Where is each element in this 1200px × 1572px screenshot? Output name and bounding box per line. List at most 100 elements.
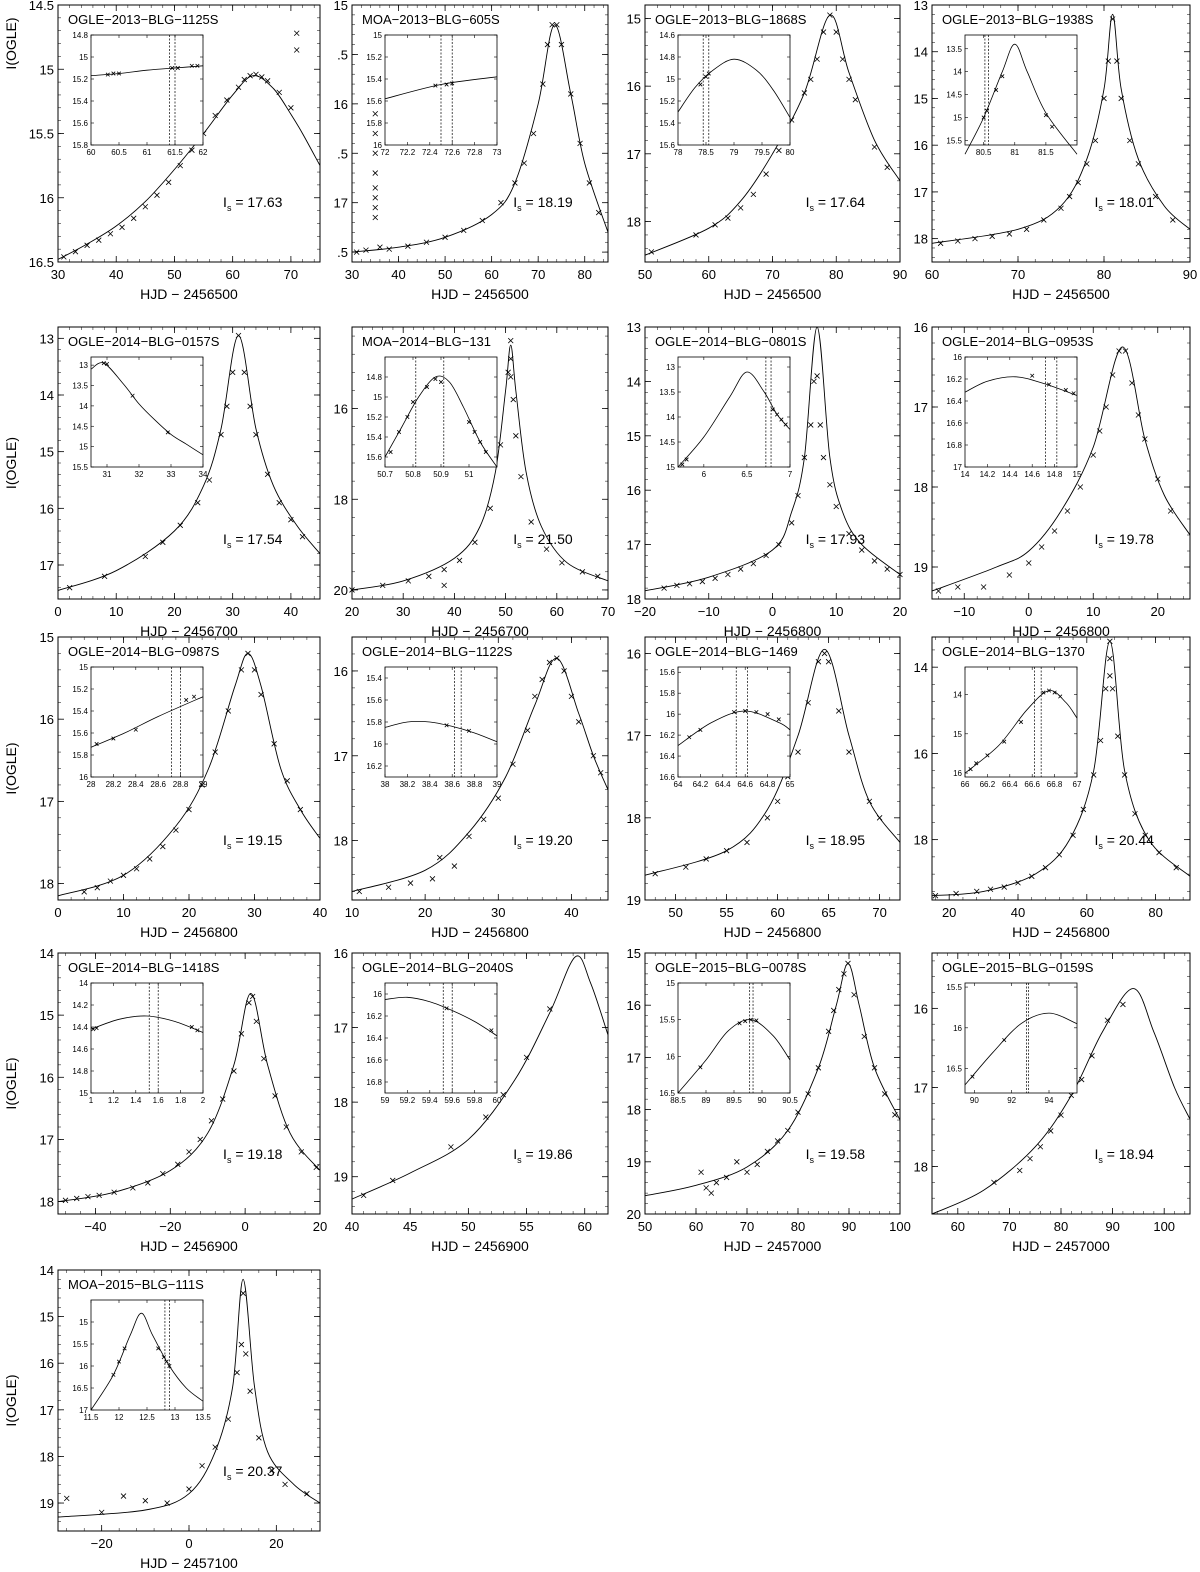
data-point	[119, 224, 125, 231]
y-tick-label: 15	[627, 946, 641, 961]
data-point	[271, 741, 277, 747]
x-tick-label: 70	[765, 267, 779, 282]
inset-data-point	[466, 419, 472, 425]
light-curve-panel: 50 60 70 80 90 15 16 17 18 OGLE−2013−BLG−1868S Is …	[627, 4, 907, 302]
x-tick-label: 55	[719, 905, 733, 920]
y-tick-label: 16	[40, 191, 54, 206]
data-point	[253, 431, 259, 438]
x-tick-label: 10	[116, 905, 130, 920]
data-point	[498, 199, 504, 206]
source-magnitude-label: Is = 18.19	[513, 194, 573, 213]
model-curve	[931, 640, 1191, 897]
inset-data-point	[111, 736, 116, 741]
inset-x-tick-label: 73	[493, 148, 502, 157]
inset-x-tick-label: 64.8	[760, 780, 776, 789]
data-point	[815, 1065, 822, 1071]
inset-x-tick-label: 31	[103, 470, 112, 479]
inset-data-point	[970, 1074, 975, 1079]
data-point	[661, 585, 667, 591]
panel-title: OGLE−2015−BLG−0078S	[655, 960, 807, 975]
x-tick-label: 60	[951, 1219, 965, 1234]
data-point	[1132, 810, 1138, 817]
data-point	[897, 571, 903, 578]
inset-x-tick-label: 2	[201, 1096, 206, 1105]
inset-x-tick-label: 81	[1010, 148, 1019, 157]
inset-data-point	[189, 1024, 194, 1030]
inset-y-tick-label: 15.8	[366, 119, 382, 128]
source-magnitude-value: 20.44	[1119, 832, 1154, 848]
inset-x-tick-label: 72.8	[467, 148, 483, 157]
data-point	[737, 205, 744, 211]
x-tick-label: 10	[345, 905, 359, 920]
inset-panel: 14 14.2 14.4 14.6 14.8 15 16 16.2 16.4 16.6 16.8 17	[946, 353, 1082, 479]
inset-data-point	[478, 439, 483, 445]
data-point	[500, 1091, 507, 1098]
y-tick-label: 18	[914, 480, 928, 495]
inset-x-tick-label: 14.8	[1047, 470, 1063, 479]
data-point	[795, 749, 801, 755]
data-point	[1006, 231, 1013, 237]
y-tick-label: 14.5	[29, 0, 54, 13]
inset-model-curve	[384, 996, 498, 1037]
data-point	[1173, 864, 1180, 871]
data-point	[523, 1054, 530, 1061]
source-magnitude-value: 19.86	[538, 1146, 573, 1162]
data-point	[1122, 348, 1129, 354]
inset-data-point	[195, 1028, 200, 1033]
data-point	[130, 1185, 136, 1191]
inset-data-point	[981, 115, 986, 120]
data-point	[836, 708, 842, 714]
data-point	[426, 573, 432, 580]
inset-data-point	[164, 1359, 169, 1364]
data-point	[85, 1193, 91, 1200]
y-tick-label: 15	[40, 1008, 54, 1023]
light-curve-panel: 40 45 50 55 60 16 17 18 19 OGLE−2014−BLG−2040S Is …	[334, 946, 609, 1254]
data-point	[1068, 1092, 1075, 1099]
data-point	[225, 1416, 232, 1422]
inset-data-point	[1041, 690, 1046, 695]
x-tick-label: 40	[391, 267, 405, 282]
data-point	[1001, 884, 1008, 890]
inset-y-tick-label: 16	[953, 769, 962, 778]
data-point	[1142, 436, 1148, 442]
inset-frame	[677, 666, 791, 778]
inset-y-tick-label: 16.8	[946, 441, 962, 450]
data-point	[737, 566, 744, 572]
inset-y-tick-label: 14.8	[72, 31, 88, 40]
inset-data-point	[438, 379, 444, 385]
data-point	[955, 238, 961, 244]
inset-y-tick-label: 15	[79, 1318, 88, 1327]
y-tick-label: 18	[914, 1160, 928, 1175]
source-magnitude-label: Is = 20.44	[1095, 832, 1155, 851]
inset-data-point	[101, 361, 106, 366]
inset-data-point	[984, 108, 989, 113]
data-point	[107, 230, 114, 237]
data-point	[101, 573, 108, 580]
x-tick-label: 90	[893, 267, 907, 282]
data-point	[1006, 572, 1013, 578]
data-point	[825, 658, 832, 665]
x-tick-label: 30	[491, 905, 505, 920]
inset-x-tick-label: 61.5	[167, 148, 183, 157]
data-point	[774, 798, 781, 805]
y-tick-label: 15	[40, 630, 54, 645]
inset-model-curve	[964, 690, 1078, 774]
data-point	[353, 249, 360, 255]
data-point	[785, 1127, 791, 1134]
data-point	[1064, 508, 1071, 514]
source-magnitude-label: Is = 17.93	[806, 531, 866, 550]
inset-x-tick-label: 80	[786, 148, 795, 157]
data-point	[805, 699, 811, 706]
data-point	[261, 1055, 267, 1062]
light-curve-panel: 30 40 50 60 70 14.5 15 15.5 16 16.5 OGLE−2013−BLG−…	[29, 0, 321, 302]
data-point	[372, 204, 379, 211]
inset-y-tick-label: 15	[666, 979, 675, 988]
x-tick-label: 70	[531, 267, 545, 282]
panel-title: OGLE−2013−BLG−1125S	[68, 12, 219, 27]
x-tick-label: 40	[1011, 905, 1025, 920]
inset-x-tick-label: 89	[702, 1096, 711, 1105]
data-point	[231, 1068, 237, 1074]
data-point	[120, 872, 127, 879]
x-tick-label: 40	[564, 905, 578, 920]
data-point	[833, 503, 840, 510]
